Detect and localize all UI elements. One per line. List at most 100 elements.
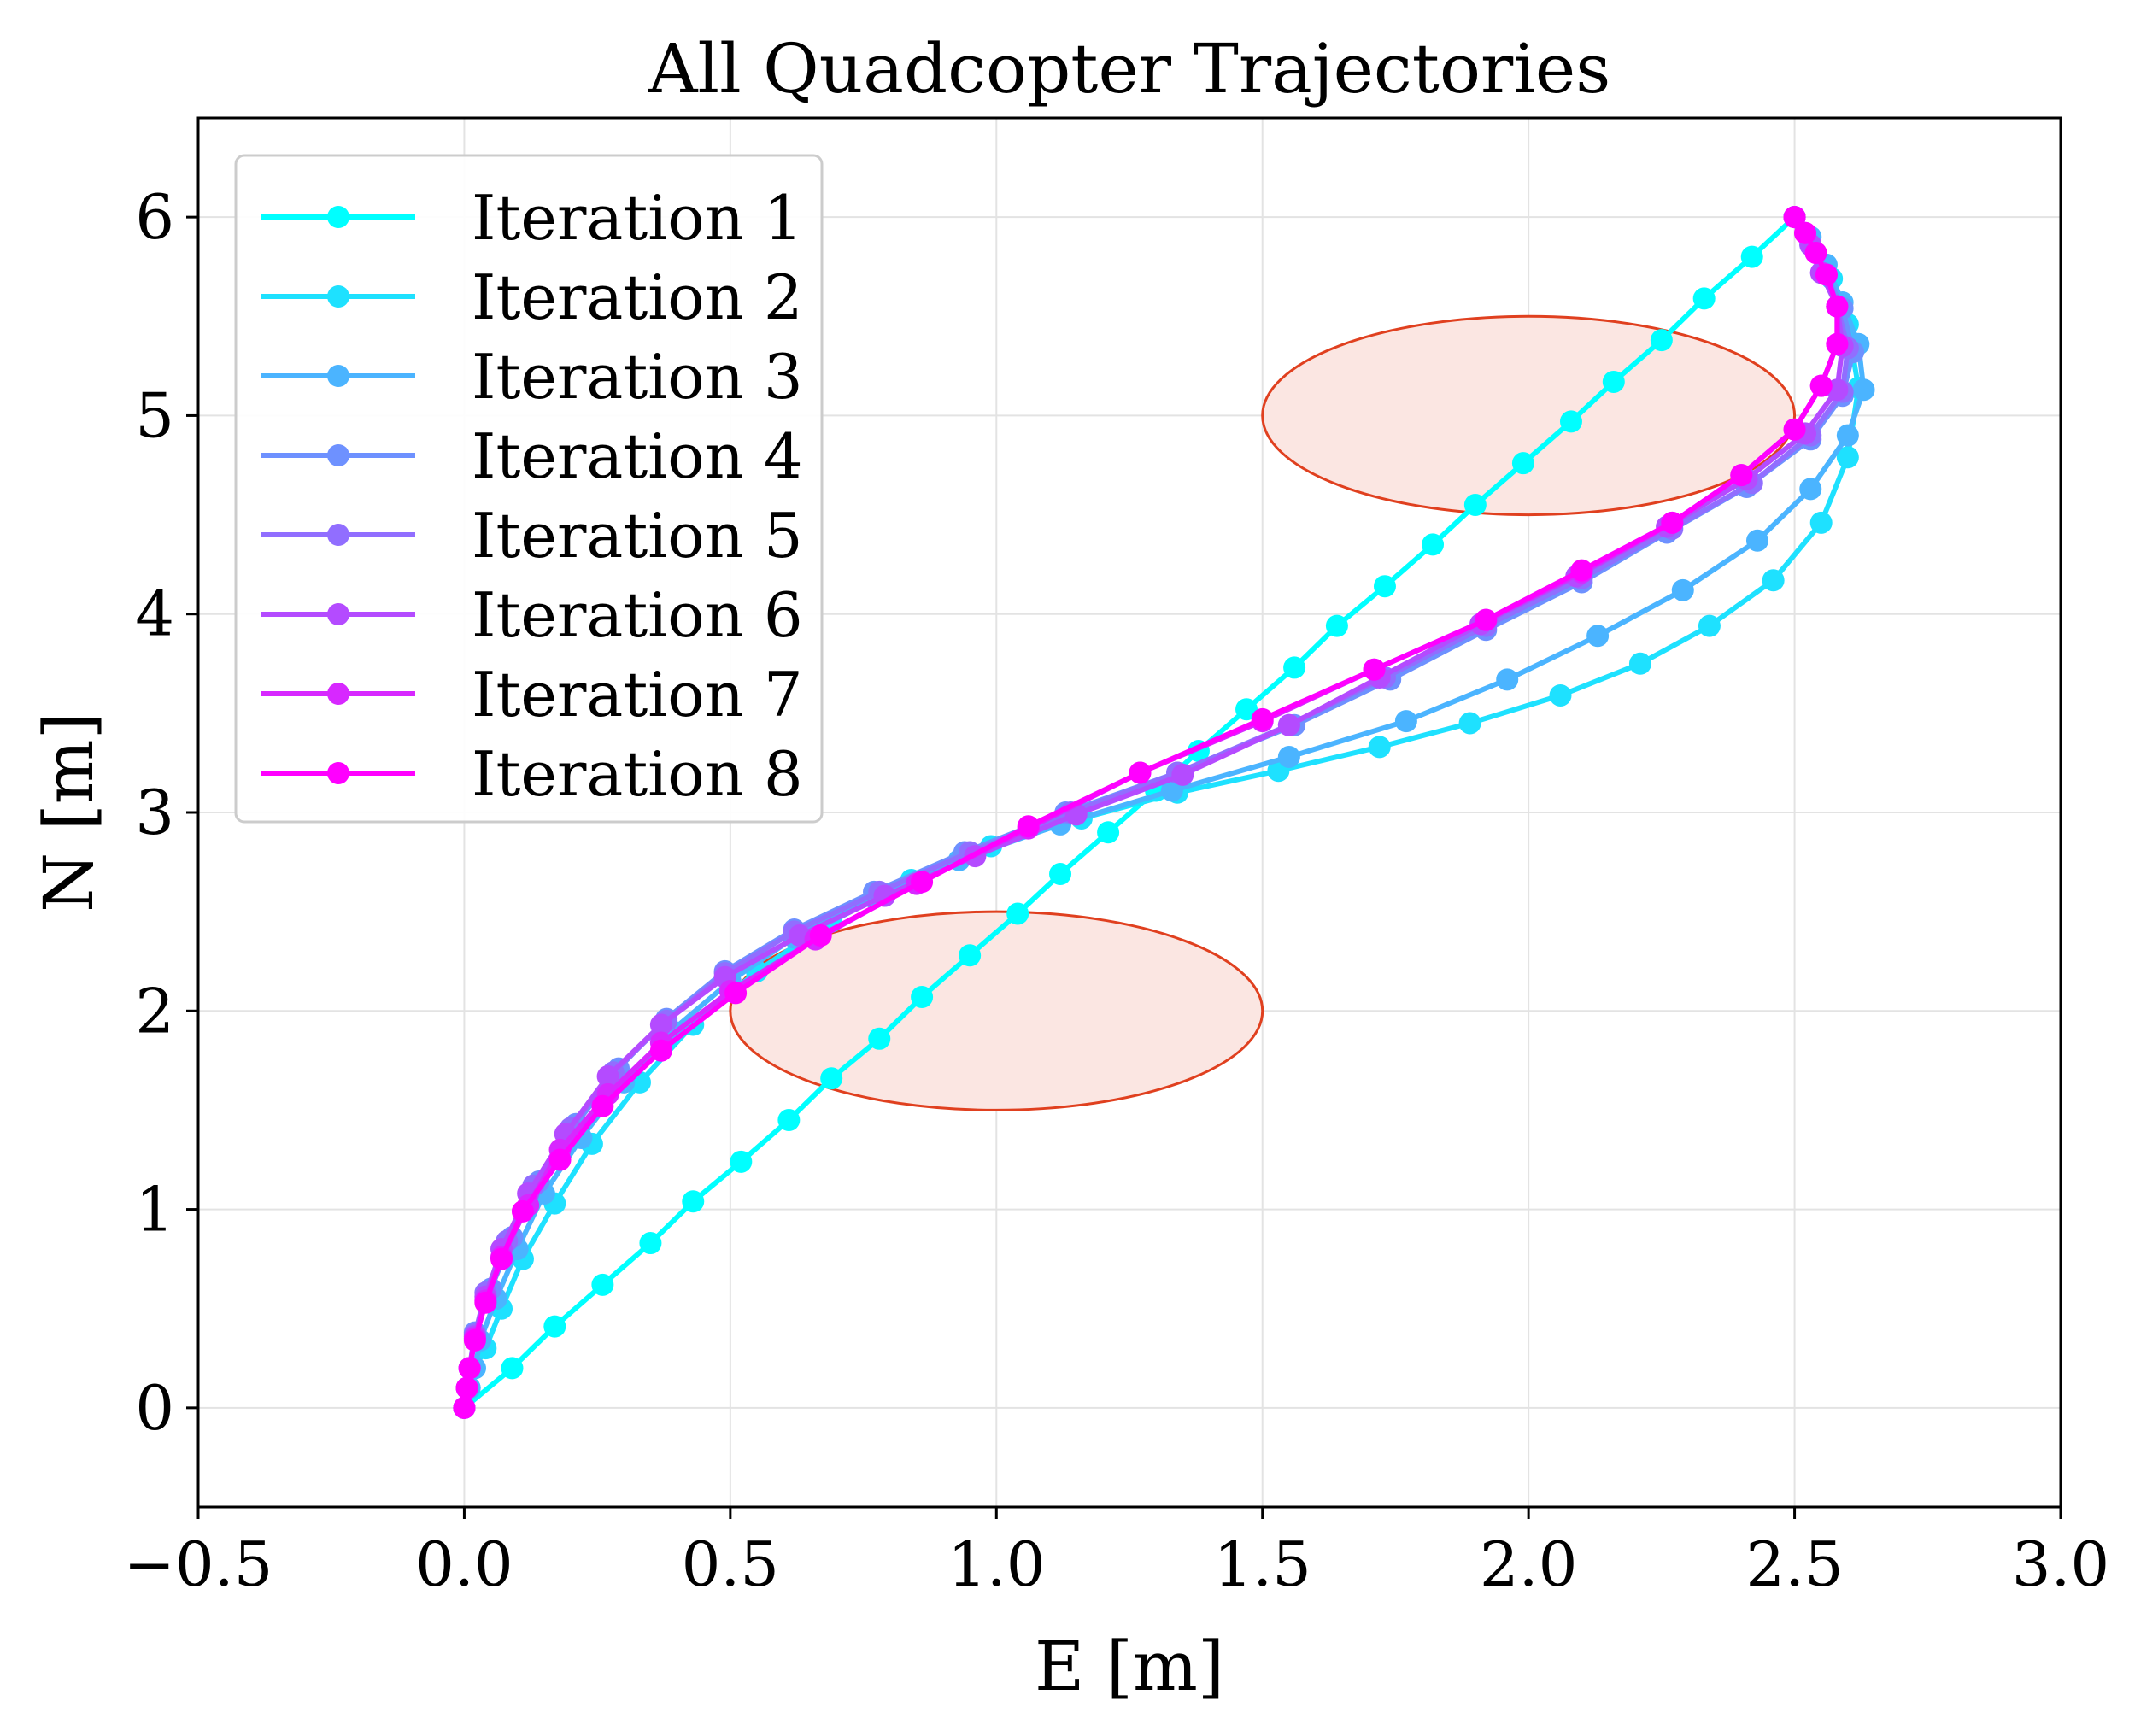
data-point bbox=[1809, 511, 1833, 534]
data-point bbox=[1049, 863, 1072, 886]
data-point bbox=[1373, 575, 1396, 598]
data-point bbox=[1809, 374, 1833, 397]
x-tick-label: 0.5 bbox=[682, 1528, 780, 1600]
data-point bbox=[548, 1148, 572, 1171]
data-point bbox=[777, 1109, 801, 1132]
data-point bbox=[1368, 736, 1391, 759]
y-tick-label: 3 bbox=[135, 777, 174, 848]
data-point bbox=[1570, 559, 1593, 582]
data-point bbox=[1836, 446, 1859, 469]
legend-item: Iteration 5 bbox=[261, 500, 803, 572]
obstacle-ellipse bbox=[1261, 314, 1797, 517]
x-tick-label: 1.0 bbox=[947, 1528, 1046, 1600]
series-group bbox=[453, 206, 1875, 1419]
legend-swatch-marker bbox=[327, 285, 349, 308]
data-point bbox=[1836, 424, 1859, 447]
data-point bbox=[1826, 295, 1849, 318]
data-point bbox=[1496, 668, 1519, 691]
legend-item: Iteration 4 bbox=[261, 420, 803, 492]
legend-item: Iteration 2 bbox=[261, 261, 803, 333]
data-point bbox=[1628, 652, 1651, 675]
data-point bbox=[809, 924, 832, 947]
legend-label: Iteration 2 bbox=[472, 261, 803, 333]
y-axis-label: N [m] bbox=[29, 713, 109, 912]
data-point bbox=[1171, 763, 1194, 786]
legend-item: Iteration 8 bbox=[261, 738, 803, 810]
data-point bbox=[596, 1064, 619, 1088]
legend-swatch-marker bbox=[327, 524, 349, 546]
legend-item: Iteration 6 bbox=[261, 579, 803, 651]
data-point bbox=[1422, 533, 1445, 556]
legend-label: Iteration 3 bbox=[472, 341, 803, 413]
y-tick-label: 0 bbox=[135, 1372, 174, 1444]
data-point bbox=[868, 1027, 891, 1050]
data-point bbox=[1458, 712, 1481, 735]
data-point bbox=[1852, 378, 1875, 402]
legend-label: Iteration 4 bbox=[472, 420, 803, 492]
data-point bbox=[724, 982, 748, 1005]
data-point bbox=[820, 1067, 843, 1090]
data-point bbox=[1698, 614, 1721, 637]
data-point bbox=[1549, 683, 1572, 707]
data-point bbox=[1283, 656, 1306, 679]
data-point bbox=[1602, 370, 1625, 393]
data-point bbox=[591, 1094, 614, 1117]
data-point bbox=[543, 1315, 566, 1338]
data-point bbox=[1511, 452, 1534, 475]
y-tick-label: 5 bbox=[135, 379, 174, 451]
data-point bbox=[501, 1357, 524, 1380]
data-point bbox=[458, 1357, 481, 1380]
obstacle-ellipse bbox=[729, 910, 1264, 1111]
legend-item: Iteration 3 bbox=[261, 341, 803, 413]
data-point bbox=[1794, 221, 1817, 244]
data-point bbox=[1762, 569, 1785, 592]
legend-item: Iteration 1 bbox=[261, 182, 803, 254]
data-point bbox=[1661, 511, 1684, 534]
data-point bbox=[1129, 761, 1152, 784]
data-point bbox=[1815, 263, 1838, 286]
axis-ticks: −0.5 0.0 0.5 1.0 1.5 2.0 2.5 3.0 0 1 2 3 4 5 6 bbox=[124, 181, 2110, 1600]
data-point bbox=[1650, 329, 1673, 352]
data-point bbox=[1017, 815, 1040, 838]
data-point bbox=[1363, 658, 1386, 681]
legend-swatch-marker bbox=[327, 603, 349, 625]
x-tick-label: 2.0 bbox=[1480, 1528, 1578, 1600]
x-tick-label: 0.0 bbox=[415, 1528, 513, 1600]
data-point bbox=[1671, 578, 1694, 601]
x-tick-label: 3.0 bbox=[2012, 1528, 2110, 1600]
data-point bbox=[1692, 287, 1716, 310]
legend-label: Iteration 8 bbox=[472, 738, 803, 810]
legend-box bbox=[234, 154, 824, 824]
y-tick-label: 1 bbox=[135, 1174, 174, 1246]
data-point bbox=[1804, 241, 1827, 264]
chart-title: All Quadcopter Trajectories bbox=[648, 29, 1611, 108]
data-point bbox=[730, 1150, 753, 1173]
x-tick-label: 1.5 bbox=[1213, 1528, 1311, 1600]
data-point bbox=[1277, 745, 1300, 768]
series-iteration-8 bbox=[453, 206, 1849, 1419]
legend-label: Iteration 1 bbox=[472, 182, 803, 254]
y-tick-label: 6 bbox=[135, 181, 174, 253]
y-tick-label: 4 bbox=[135, 578, 174, 650]
legend-swatch-marker bbox=[327, 683, 349, 705]
data-point bbox=[490, 1247, 513, 1270]
x-tick-label: −0.5 bbox=[124, 1528, 273, 1600]
data-point bbox=[649, 1013, 672, 1036]
data-point bbox=[682, 1190, 705, 1213]
data-point bbox=[1740, 245, 1763, 268]
data-point bbox=[463, 1328, 486, 1352]
data-point bbox=[474, 1291, 497, 1314]
data-point bbox=[1783, 418, 1806, 441]
legend-swatch-marker bbox=[327, 444, 349, 466]
data-point bbox=[1006, 902, 1029, 925]
data-point bbox=[1463, 493, 1487, 516]
data-point bbox=[911, 871, 934, 894]
data-point bbox=[911, 986, 934, 1009]
data-point bbox=[1559, 410, 1582, 433]
data-point bbox=[1277, 713, 1300, 736]
data-point bbox=[1783, 206, 1806, 229]
data-point bbox=[1097, 821, 1120, 844]
data-point bbox=[591, 1273, 614, 1296]
data-point bbox=[1730, 464, 1753, 487]
